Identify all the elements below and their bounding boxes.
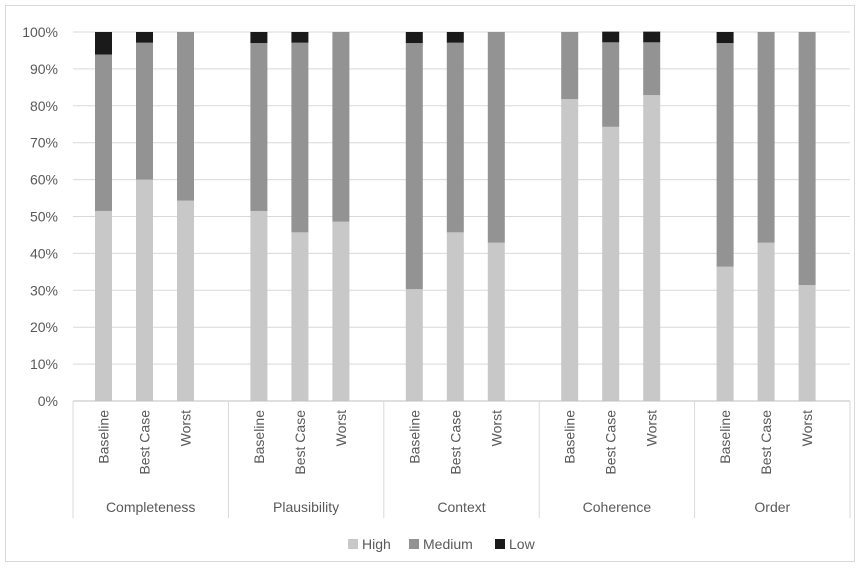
- bar-segment-medium: [716, 43, 734, 267]
- bar-segment-high: [250, 210, 268, 401]
- bars: [95, 31, 816, 402]
- legend-label-medium: Medium: [423, 536, 473, 552]
- x-tick-label: Best Case: [292, 410, 308, 475]
- x-tick-label: Worst: [644, 410, 660, 446]
- x-tick-label: Baseline: [406, 410, 422, 464]
- y-tick-label: 90%: [30, 61, 58, 77]
- bar-segment-medium: [95, 54, 112, 211]
- group-label: Completeness: [106, 499, 196, 515]
- bar-segment-high: [291, 232, 309, 401]
- legend-swatch-medium: [409, 539, 419, 549]
- y-tick-label: 20%: [30, 319, 58, 335]
- bar-segment-medium: [405, 43, 423, 290]
- bar-segment-medium: [561, 32, 579, 100]
- x-axis-category-labels: Baseline Best Case Worst Baseline Best Case W…: [96, 410, 816, 475]
- bar-segment-high: [643, 95, 661, 401]
- bar-segment-low: [405, 32, 423, 44]
- x-tick-label: Worst: [799, 410, 815, 446]
- bar-segment-high: [446, 232, 464, 401]
- bar-segment-medium: [602, 42, 620, 127]
- bar-segment-high: [716, 266, 734, 401]
- bar-segment-high: [136, 179, 153, 401]
- legend-label-low: Low: [509, 536, 536, 552]
- bar-segment-high: [405, 289, 423, 401]
- bar-segment-low: [446, 32, 464, 43]
- x-tick-label: Baseline: [251, 410, 267, 464]
- y-tick-label: 10%: [30, 356, 58, 372]
- bar-segment-medium: [757, 32, 775, 243]
- group-label: Order: [754, 499, 790, 515]
- bar-segment-medium: [332, 32, 350, 222]
- y-axis-ticks: 0% 10% 20% 30% 40% 50% 60% 70% 80% 90% 100%: [22, 24, 58, 409]
- bar-segment-low: [643, 31, 661, 43]
- bar-segment-low: [136, 32, 153, 43]
- x-tick-label: Best Case: [137, 410, 153, 475]
- x-tick-label: Best Case: [447, 410, 463, 475]
- bar-segment-high: [798, 285, 816, 401]
- bar-segment-low: [95, 32, 112, 55]
- legend-label-high: High: [362, 536, 391, 552]
- legend: High Medium Low: [348, 536, 536, 552]
- y-tick-label: 50%: [30, 209, 58, 225]
- x-tick-label: Best Case: [603, 410, 619, 475]
- bar-segment-low: [250, 32, 268, 44]
- legend-swatch-low: [495, 539, 505, 549]
- y-tick-label: 70%: [30, 135, 58, 151]
- bar-segment-medium: [291, 42, 309, 233]
- x-tick-label: Worst: [333, 410, 349, 446]
- y-tick-label: 80%: [30, 98, 58, 114]
- bar-segment-medium: [250, 43, 268, 211]
- bar-segment-medium: [487, 32, 505, 243]
- x-tick-label: Worst: [488, 410, 504, 446]
- x-tick-label: Baseline: [717, 410, 733, 464]
- x-axis: [72, 400, 851, 518]
- legend-swatch-high: [348, 539, 358, 549]
- group-label: Plausibility: [273, 499, 339, 515]
- bar-segment-high: [95, 210, 112, 401]
- bar-segment-low: [291, 32, 309, 43]
- bar-segment-medium: [798, 32, 816, 286]
- y-tick-label: 0%: [38, 393, 58, 409]
- bar-segment-medium: [643, 42, 661, 96]
- group-label: Context: [437, 499, 485, 515]
- y-tick-label: 30%: [30, 282, 58, 298]
- bar-segment-medium: [446, 42, 464, 233]
- x-tick-label: Worst: [178, 410, 194, 446]
- bar-segment-high: [561, 99, 579, 402]
- x-tick-label: Baseline: [562, 410, 578, 464]
- bar-segment-high: [602, 126, 620, 401]
- x-tick-label: Baseline: [96, 410, 112, 464]
- group-label: Coherence: [583, 499, 652, 515]
- bar-segment-high: [487, 242, 505, 401]
- bar-segment-high: [757, 242, 775, 401]
- bar-segment-medium: [177, 32, 194, 201]
- y-tick-label: 60%: [30, 172, 58, 188]
- x-tick-label: Best Case: [758, 410, 774, 475]
- bar-segment-low: [602, 31, 620, 43]
- bar-segment-medium: [136, 42, 153, 180]
- bar-segment-high: [177, 200, 194, 401]
- bar-segment-high: [332, 221, 350, 401]
- y-tick-label: 40%: [30, 245, 58, 261]
- bar-segment-low: [716, 32, 734, 44]
- y-tick-label: 100%: [22, 24, 58, 40]
- x-axis-group-labels: Completeness Plausibility Context Coherence…: [106, 499, 791, 515]
